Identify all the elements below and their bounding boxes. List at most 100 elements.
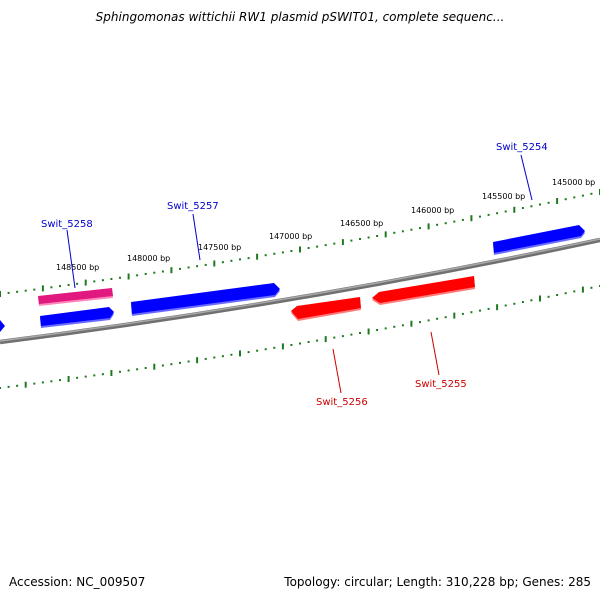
outer-tick-ring <box>0 189 600 297</box>
minor-tick <box>479 309 481 312</box>
minor-tick <box>187 360 190 363</box>
minor-tick <box>316 245 319 248</box>
minor-tick <box>101 279 104 282</box>
minor-tick <box>453 220 456 223</box>
minor-tick <box>204 263 207 266</box>
minor-tick <box>179 361 181 364</box>
minor-tick <box>539 203 541 206</box>
gene-arrow[interactable] <box>38 288 113 306</box>
gene-label[interactable]: Swit_5255 <box>415 379 467 390</box>
minor-tick <box>419 227 421 230</box>
minor-tick <box>33 288 36 291</box>
gene-arrow[interactable] <box>372 276 475 305</box>
minor-tick <box>221 261 224 264</box>
minor-tick <box>136 274 139 277</box>
minor-tick <box>444 316 447 319</box>
minor-tick <box>333 242 336 245</box>
minor-tick <box>33 382 36 385</box>
major-tick <box>496 304 499 311</box>
minor-tick <box>393 325 396 328</box>
minor-tick <box>530 299 533 302</box>
gene-label[interactable]: Swit_5257 <box>167 201 219 212</box>
major-tick <box>470 215 473 222</box>
minor-tick <box>93 280 96 283</box>
minor-tick <box>367 236 370 239</box>
minor-tick <box>50 380 53 383</box>
minor-tick <box>213 356 216 359</box>
major-tick <box>453 312 456 319</box>
minor-tick <box>136 368 139 371</box>
major-tick <box>299 246 301 253</box>
minor-tick <box>521 207 524 209</box>
minor-tick <box>436 223 439 226</box>
gene-label[interactable]: Swit_5256 <box>316 397 368 408</box>
tick-label: 145500 bp <box>482 192 525 201</box>
minor-tick <box>256 349 259 352</box>
minor-tick <box>359 332 361 334</box>
inner-tick-ring <box>0 285 600 389</box>
major-tick <box>581 286 584 293</box>
minor-tick <box>461 218 464 221</box>
plasmid-backbone-highlight <box>0 238 600 342</box>
major-tick <box>0 291 1 297</box>
minor-tick <box>59 285 61 288</box>
minor-tick <box>0 387 1 389</box>
major-tick <box>239 350 241 357</box>
topology-summary: Topology: circular; Length: 310,228 bp; … <box>284 575 591 589</box>
minor-tick <box>376 235 379 237</box>
minor-tick <box>76 376 79 379</box>
minor-tick <box>239 258 241 261</box>
minor-tick <box>504 210 507 213</box>
minor-tick <box>101 373 104 376</box>
minor-tick <box>307 341 310 343</box>
gene-label-leader <box>192 213 201 261</box>
gene-label[interactable]: Swit_5258 <box>41 219 93 230</box>
minor-tick <box>564 198 567 201</box>
minor-tick <box>153 271 156 274</box>
minor-tick <box>93 374 96 377</box>
minor-tick <box>307 247 310 249</box>
minor-tick <box>444 222 447 225</box>
minor-tick <box>547 295 550 298</box>
major-tick <box>341 239 344 246</box>
tick-label: 147500 bp <box>198 243 241 252</box>
major-tick <box>84 279 87 286</box>
gene-arrow[interactable] <box>40 307 114 328</box>
major-tick <box>67 376 70 382</box>
minor-tick <box>410 228 413 231</box>
minor-tick <box>247 257 250 260</box>
minor-tick <box>324 244 327 247</box>
major-tick <box>513 206 516 213</box>
minor-tick <box>59 379 61 382</box>
gene-arrow[interactable] <box>131 283 280 316</box>
minor-tick <box>161 270 164 273</box>
minor-tick <box>273 346 276 349</box>
minor-tick <box>470 311 473 314</box>
minor-tick <box>359 238 361 240</box>
minor-tick <box>230 259 233 262</box>
major-tick <box>170 267 173 274</box>
minor-tick <box>24 289 27 292</box>
minor-tick <box>316 339 319 342</box>
major-tick <box>256 253 259 260</box>
minor-tick <box>504 304 507 307</box>
minor-tick <box>376 329 379 331</box>
major-tick <box>127 273 130 280</box>
gene-arrow[interactable] <box>493 225 585 255</box>
minor-tick <box>281 251 284 254</box>
minor-tick <box>16 384 19 387</box>
minor-tick <box>350 239 353 242</box>
minor-tick <box>144 273 147 275</box>
gene-label[interactable]: Swit_5254 <box>496 142 548 153</box>
gene-arrow[interactable] <box>291 297 361 321</box>
minor-tick <box>170 363 173 366</box>
accession-text: Accession: NC_009507 <box>9 575 146 589</box>
major-tick <box>41 285 44 292</box>
gene-arrow-partial[interactable] <box>0 320 5 332</box>
minor-tick <box>76 282 79 285</box>
minor-tick <box>333 336 336 339</box>
minor-tick <box>264 254 267 257</box>
minor-tick <box>384 327 387 330</box>
minor-tick <box>496 212 499 215</box>
